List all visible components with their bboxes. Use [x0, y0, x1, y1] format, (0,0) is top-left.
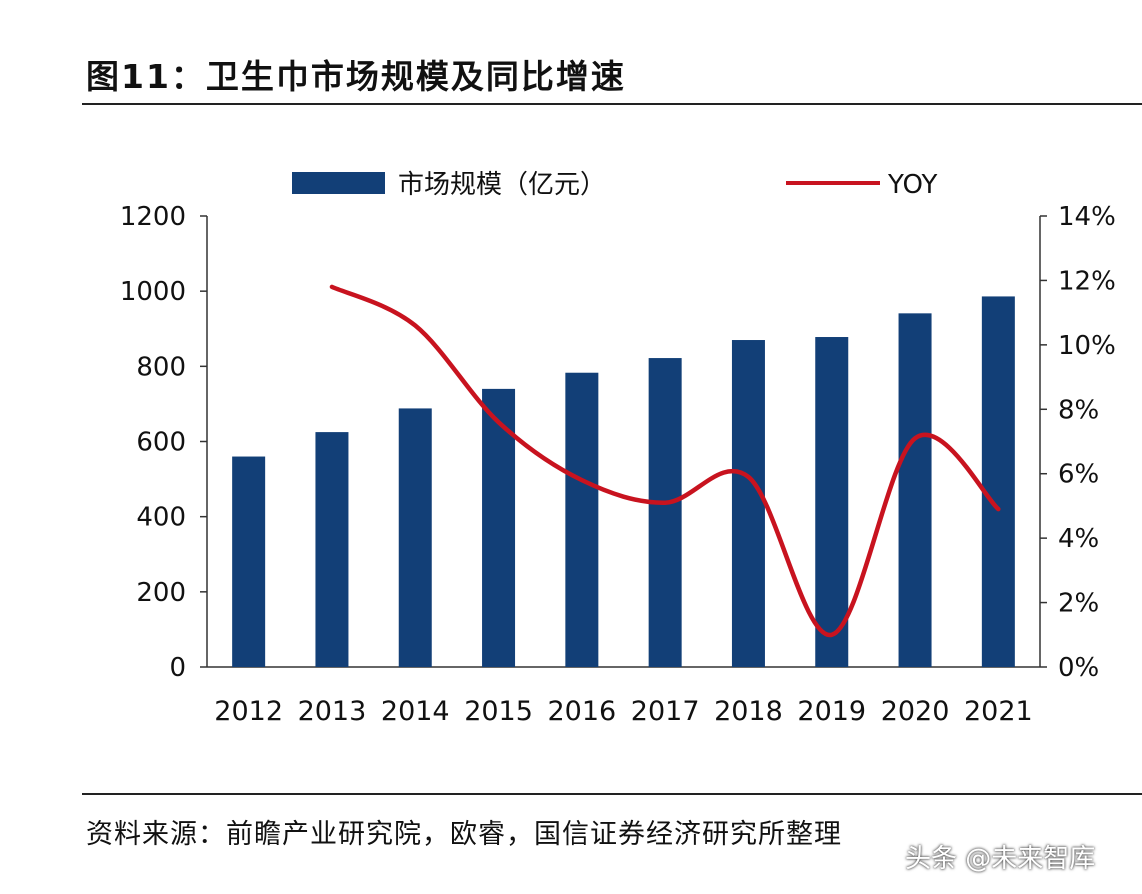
y-left-tick-label: 200 [136, 578, 186, 608]
chart-canvas: 市场规模（亿元） YOY 2012 2013 2014 2015 2016 2017 201… [120, 170, 1116, 727]
y-left-tick-label: 400 [136, 503, 186, 533]
y-left-tick-label: 1200 [120, 202, 186, 232]
x-tick-label: 2020 [881, 696, 950, 727]
bar-2015 [482, 388, 516, 667]
y-left-tick-label: 800 [136, 352, 186, 382]
bar-series [232, 296, 1015, 667]
legend-label-yoy: YOY [887, 170, 938, 200]
bar-2018 [731, 340, 765, 667]
y-right-tick-label: 10% [1058, 331, 1116, 361]
legend-swatch-market-size [292, 172, 385, 194]
source-note: 资料来源：前瞻产业研究院，欧睿，国信证券经济研究所整理 [86, 819, 842, 850]
x-tick-label: 2014 [381, 696, 450, 727]
yoy-line [329, 284, 1001, 638]
x-tick-label: 2017 [631, 696, 700, 727]
legend-label-market-size: 市场规模（亿元） [398, 170, 606, 200]
x-tick-label: 2019 [797, 696, 866, 727]
y-right-tick-label: 4% [1058, 524, 1099, 554]
y-left-tick-label: 600 [136, 428, 186, 458]
y-right-tick-label: 12% [1058, 266, 1116, 296]
bar-2014 [398, 408, 432, 667]
x-tick-label: 2012 [214, 696, 283, 727]
bar-2019 [815, 337, 849, 667]
bar-2021 [981, 296, 1015, 667]
y-right-tick-label: 0% [1058, 653, 1099, 683]
bar-2016 [565, 372, 599, 667]
bar-2017 [648, 358, 682, 667]
y-left-tick-label: 1000 [120, 277, 186, 307]
figure-title: 图11：卫生巾市场规模及同比增速 [86, 57, 626, 96]
bar-2020 [898, 313, 932, 667]
watermark: 头条 @未来智库 [905, 844, 1096, 874]
x-axis-ticks: 2012 2013 2014 2015 2016 2017 2018 2019 2020 2021 [214, 696, 1032, 727]
y-left-axis-ticks: 0 200 400 600 800 1000 1200 [120, 202, 207, 683]
chart-legend: 市场规模（亿元） YOY [292, 170, 938, 200]
y-right-tick-label: 14% [1058, 202, 1116, 232]
x-tick-label: 2013 [298, 696, 367, 727]
source-divider [82, 793, 1142, 795]
bar-2012 [232, 456, 266, 667]
y-right-tick-label: 6% [1058, 460, 1099, 490]
y-right-tick-label: 8% [1058, 395, 1099, 425]
y-right-axis-ticks: 0% 2% 4% 6% 8% 10% 12% 14% [1040, 202, 1116, 683]
x-tick-label: 2018 [714, 696, 783, 727]
y-right-tick-label: 2% [1058, 589, 1099, 619]
yoy-line-series [329, 284, 1001, 638]
x-tick-label: 2021 [964, 696, 1033, 727]
x-tick-label: 2016 [547, 696, 616, 727]
y-left-tick-label: 0 [169, 653, 186, 683]
title-divider [82, 103, 1142, 105]
x-tick-label: 2015 [464, 696, 533, 727]
bar-2013 [315, 432, 349, 667]
